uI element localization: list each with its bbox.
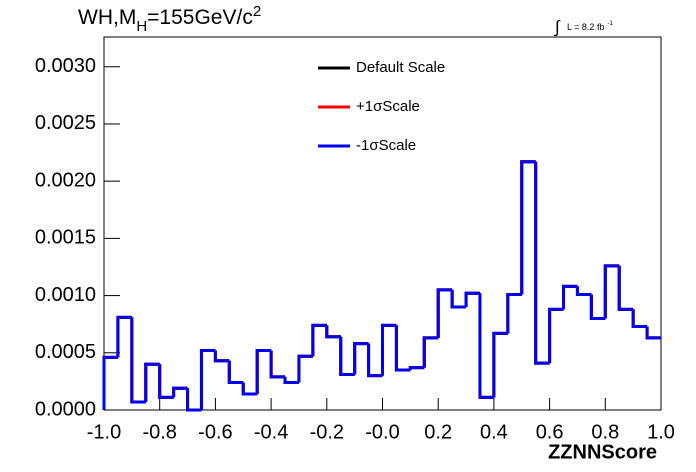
x-tick-label: 0.4 (480, 421, 508, 443)
y-tick-label: 0.0010 (35, 284, 96, 306)
histogram-step (172, 386, 188, 398)
histogram-step (241, 382, 258, 396)
histogram-step (130, 317, 146, 404)
histogram-step (492, 331, 508, 398)
histogram-step (603, 264, 620, 319)
histogram-step (478, 293, 494, 399)
title-text: =155GeV/c (147, 6, 253, 29)
histogram-step (631, 309, 648, 328)
histogram-step (381, 323, 397, 376)
histogram-step (311, 323, 327, 357)
y-tick-label: 0.0005 (35, 341, 96, 363)
histogram-step (575, 286, 592, 296)
histogram-step (408, 366, 425, 370)
histogram-step (464, 291, 480, 308)
y-tick-label: 0.0000 (35, 398, 96, 420)
histogram-step (353, 342, 369, 375)
histogram-step (436, 288, 453, 338)
histogram-step (548, 307, 564, 364)
lumi-text: L = 8.2 fb (567, 22, 604, 32)
histogram-step (283, 376, 299, 385)
histogram-step (325, 325, 341, 339)
legend-label: -1σScale (356, 137, 416, 154)
x-tick-label: 0.6 (536, 421, 564, 443)
histogram-step (562, 284, 578, 310)
x-tick-label: 1.0 (647, 421, 675, 443)
y-tick-label: 0.0030 (35, 55, 96, 77)
x-tick-label: -0.6 (198, 421, 232, 443)
histogram-step (534, 161, 550, 365)
histogram-step (199, 349, 216, 410)
histogram-step (255, 349, 272, 394)
histogram-step (394, 325, 411, 372)
histogram-step (102, 355, 118, 410)
histogram-step (645, 326, 661, 340)
histogram-step (213, 350, 230, 363)
x-tick-label: 0.8 (591, 421, 619, 443)
y-tick-label: 0.0025 (35, 112, 96, 134)
legend-label: +1σScale (356, 98, 420, 115)
histogram-step (506, 292, 522, 334)
x-axis-label: ZZNNScore (548, 441, 657, 463)
title-text: WH,M (78, 6, 136, 29)
histogram-step (617, 265, 634, 311)
histogram-step (227, 360, 244, 385)
x-tick-label: -0.2 (310, 421, 344, 443)
histogram-step (450, 289, 467, 309)
legend-label: Default Scale (356, 59, 445, 76)
x-tick-label: -0.0 (365, 421, 399, 443)
x-tick-label: -1.0 (87, 421, 121, 443)
x-tick-label: -0.4 (254, 421, 288, 443)
integral-sign: ∫ (554, 17, 561, 36)
histogram-step (520, 160, 536, 295)
histogram-step (269, 350, 286, 379)
x-tick-label: -0.8 (142, 421, 176, 443)
y-tick-label: 0.0020 (35, 169, 96, 191)
histogram-step (186, 388, 202, 412)
x-tick-label: 0.2 (424, 421, 452, 443)
histogram-step (589, 294, 606, 320)
histogram-step (297, 354, 313, 383)
histogram-step (339, 336, 355, 377)
chart-title: WH,MH=155GeV/c2 (78, 3, 261, 35)
y-tick-label: 0.0015 (35, 227, 96, 249)
title-sup: 2 (253, 3, 261, 20)
histogram-step (422, 336, 439, 368)
histogram-step (144, 362, 160, 402)
lumi: L = 8.2 fb -1 (567, 21, 613, 33)
histogram-step (116, 315, 132, 358)
histogram-step (158, 364, 174, 399)
histogram-step (367, 343, 383, 378)
title-sub: H (136, 18, 147, 35)
lumi-sup: -1 (607, 21, 613, 27)
